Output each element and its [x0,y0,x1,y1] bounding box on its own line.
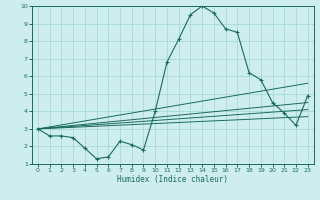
X-axis label: Humidex (Indice chaleur): Humidex (Indice chaleur) [117,175,228,184]
